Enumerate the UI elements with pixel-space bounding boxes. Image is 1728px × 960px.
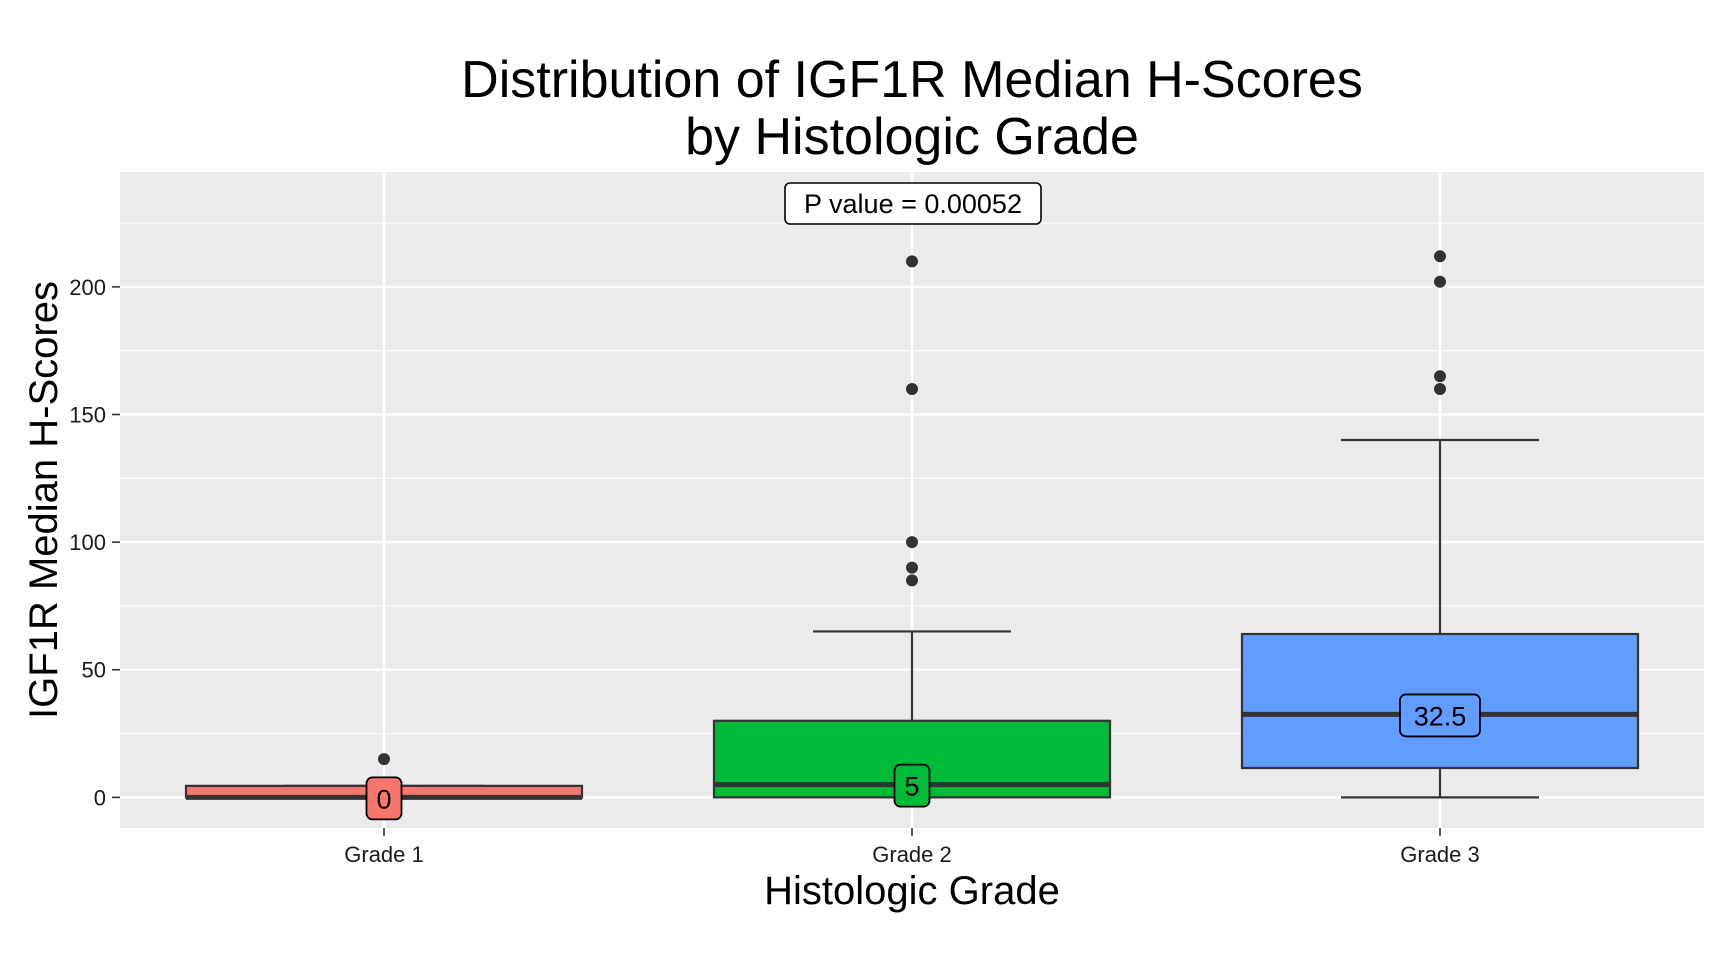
y-tick-label: 0 [94,785,106,810]
x-tick-label: Grade 2 [872,842,952,867]
p-value-annotation: P value = 0.00052 [784,182,1042,225]
x-tick-label: Grade 3 [1400,842,1480,867]
median-label-box [365,776,403,821]
outlier-point [906,574,918,587]
p-value-text: P value = 0.00052 [804,189,1022,219]
chart-title-line2: by Histologic Grade [685,108,1139,166]
outlier-point [1434,370,1446,383]
y-tick-label: 200 [69,275,106,300]
median-label: 5 [904,772,919,802]
outlier-point [906,561,918,574]
chart-title-line1: Distribution of IGF1R Median H-Scores [461,51,1363,109]
y-axis-title: IGF1R Median H-Scores [22,281,66,719]
x-axis-title: Histologic Grade [764,869,1060,913]
boxes: 0 5 32.5 [184,250,1640,821]
median-label-box [893,763,931,808]
outlier-point [906,536,918,549]
outlier-point [1434,382,1446,395]
y-tick-label: 50 [82,658,106,683]
y-tick-label: 100 [69,530,106,555]
p-value-box [784,182,1042,225]
box-group: 32.5 [1240,250,1640,799]
box-group: 0 [184,753,584,821]
box-group: 5 [712,255,1112,808]
median-label-box [1399,693,1481,738]
outlier-point [378,753,390,766]
outlier-point [906,382,918,395]
x-tick-label: Grade 1 [344,842,424,867]
median-label: 32.5 [1414,701,1467,731]
outlier-point [906,255,918,268]
y-tick-label: 150 [69,402,106,427]
outlier-point [1434,275,1446,288]
median-label: 0 [376,784,391,814]
outlier-point [1434,250,1446,263]
